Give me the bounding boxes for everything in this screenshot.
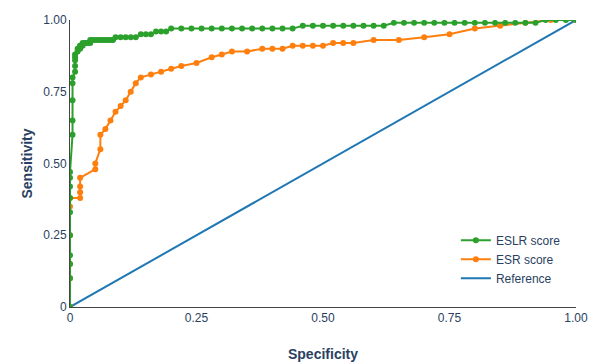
svg-text:0.50: 0.50 (311, 311, 335, 325)
svg-text:ESLR score: ESLR score (496, 234, 560, 248)
svg-text:0.25: 0.25 (43, 228, 67, 242)
svg-text:Sensitivity: Sensitivity (19, 128, 35, 198)
svg-text:0.25: 0.25 (185, 311, 209, 325)
svg-text:0: 0 (67, 311, 74, 325)
svg-text:Specificity: Specificity (288, 346, 358, 362)
svg-text:0.75: 0.75 (438, 311, 462, 325)
svg-text:1.00: 1.00 (43, 13, 67, 27)
svg-text:ESR score: ESR score (496, 253, 554, 267)
svg-text:0.50: 0.50 (43, 157, 67, 171)
svg-text:0: 0 (60, 300, 67, 314)
svg-text:0.75: 0.75 (43, 85, 67, 99)
svg-text:1.00: 1.00 (564, 311, 588, 325)
svg-text:Reference: Reference (496, 272, 552, 286)
